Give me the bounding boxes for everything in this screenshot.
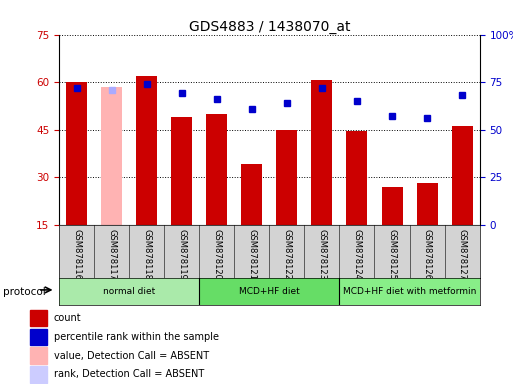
Bar	[30, 310, 47, 326]
Text: GSM878121: GSM878121	[247, 229, 256, 280]
Bar	[59, 278, 199, 305]
Bar	[277, 130, 298, 225]
Text: GSM878127: GSM878127	[458, 229, 467, 280]
Bar	[241, 164, 262, 225]
Text: GSM878117: GSM878117	[107, 229, 116, 280]
Bar	[30, 347, 47, 364]
Bar	[171, 117, 192, 225]
Text: GSM878116: GSM878116	[72, 229, 81, 280]
Text: GSM878124: GSM878124	[352, 229, 362, 280]
Bar	[30, 329, 47, 345]
Title: GDS4883 / 1438070_at: GDS4883 / 1438070_at	[189, 20, 350, 33]
Text: GSM878126: GSM878126	[423, 229, 431, 280]
Text: GSM878122: GSM878122	[282, 229, 291, 280]
Bar	[346, 131, 367, 225]
Bar	[199, 278, 340, 305]
Text: count: count	[54, 313, 82, 323]
Text: GSM878118: GSM878118	[142, 229, 151, 280]
Text: GSM878125: GSM878125	[387, 229, 397, 280]
Text: GSM878120: GSM878120	[212, 229, 221, 280]
Bar	[66, 82, 87, 225]
Bar	[311, 81, 332, 225]
Bar	[417, 184, 438, 225]
Text: GSM878123: GSM878123	[318, 229, 326, 280]
Text: value, Detection Call = ABSENT: value, Detection Call = ABSENT	[54, 351, 209, 361]
Bar	[101, 87, 122, 225]
Text: rank, Detection Call = ABSENT: rank, Detection Call = ABSENT	[54, 369, 204, 379]
Text: normal diet: normal diet	[103, 287, 155, 296]
Text: MCD+HF diet: MCD+HF diet	[239, 287, 300, 296]
Bar	[382, 187, 403, 225]
Bar	[136, 76, 157, 225]
Text: percentile rank within the sample: percentile rank within the sample	[54, 332, 219, 342]
Bar	[340, 278, 480, 305]
Bar	[451, 126, 472, 225]
Text: GSM878119: GSM878119	[177, 229, 186, 280]
Bar	[206, 114, 227, 225]
Text: MCD+HF diet with metformin: MCD+HF diet with metformin	[343, 287, 476, 296]
Text: protocol: protocol	[3, 287, 45, 297]
Bar	[30, 366, 47, 382]
